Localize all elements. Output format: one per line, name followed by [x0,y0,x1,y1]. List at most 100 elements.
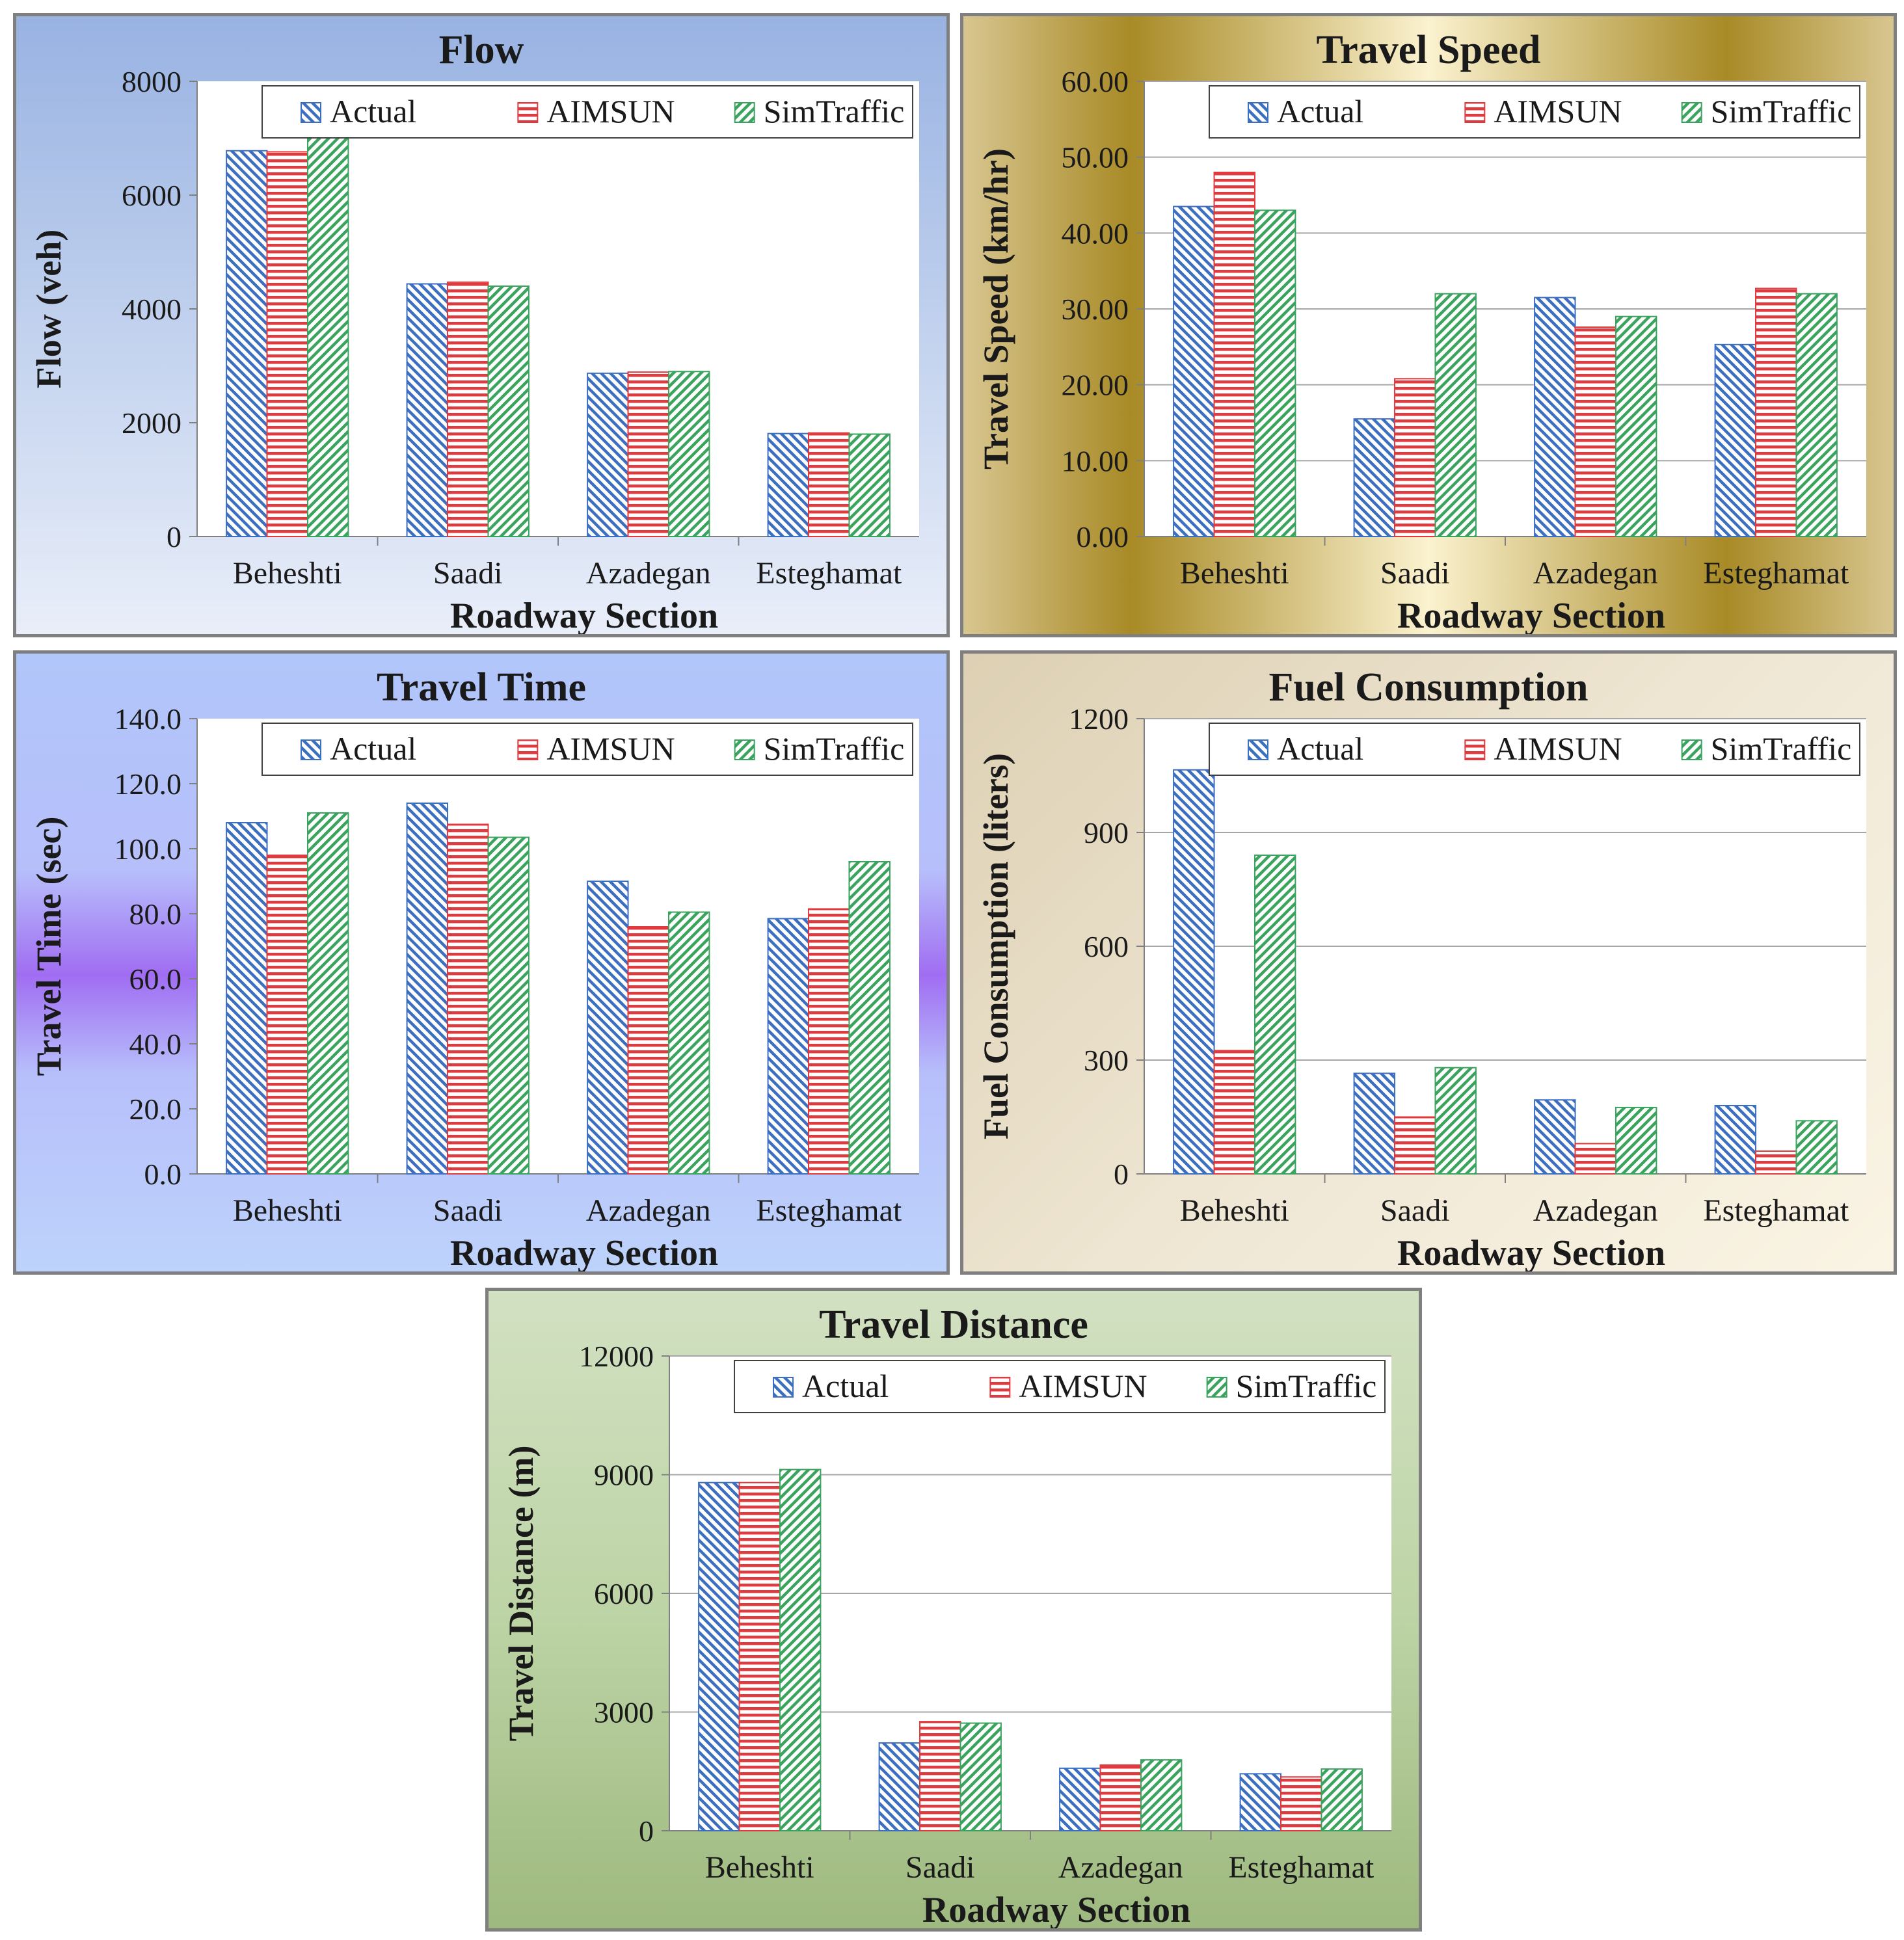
bar-simtraffic-esteghamat [1321,1768,1363,1831]
bar-actual-saadi [406,803,449,1175]
y-axis-label: Travel Speed (km/hr) [976,148,1015,470]
bar-actual-esteghamat [1239,1773,1282,1832]
bar-actual-saadi [1353,1072,1396,1175]
bar-actual-esteghamat [1714,343,1757,537]
x-tick-label: Esteghamat [756,556,902,591]
bar-simtraffic-saadi [487,836,530,1175]
bar-simtraffic-esteghamat [1795,293,1838,537]
y-tick-label: 900 [1084,816,1129,849]
y-tick-label: 140.0 [114,702,182,736]
bar-aimsun-esteghamat [808,432,850,537]
y-tick-label: 20.0 [129,1093,182,1126]
x-axis-label: Roadway Section [922,1890,1190,1928]
bar-actual-saadi [406,283,449,537]
bar-simtraffic-beheshti [306,130,349,537]
legend-label-aimsun: AIMSUN [1019,1368,1147,1404]
bar-aimsun-beheshti [1213,172,1255,537]
x-tick-label: Azadegan [1058,1850,1183,1885]
legend [734,1360,1386,1413]
dist-chart: Travel Distance 0 3000 6000 9000 12000 Behesht… [502,1303,1391,1928]
bar-aimsun-azadegan [627,371,669,537]
bar-simtraffic-beheshti [779,1468,822,1831]
time-chart: Travel Time 0.0 20.0 40.0 60.0 80.0 100.0 120.0… [29,665,919,1271]
x-tick-label: Azadegan [1533,1193,1658,1228]
fuel-consumption-chart-panel: Fuel Consumption 0 300 600 900 1200 Beheshti Sa… [960,650,1897,1275]
y-tick-label: 9000 [594,1459,654,1492]
y-tick-label: 0.00 [1077,520,1129,553]
bar-simtraffic-azadegan [1140,1759,1183,1832]
bar-actual-azadegan [587,372,629,537]
legend-swatch-aimsun [517,739,539,760]
y-tick-label: 100.0 [114,832,182,866]
y-tick-label: 3000 [594,1696,654,1729]
legend-label-aimsun: AIMSUN [546,730,675,767]
bar-aimsun-azadegan [1574,326,1616,537]
chart-title: Flow [439,28,524,72]
legend-swatch-aimsun [1464,739,1486,760]
y-tick-label: 60.00 [1062,65,1129,98]
legend-swatch-actual [1248,739,1268,760]
legend-swatch-actual [1248,102,1268,123]
bar-aimsun-saadi [447,823,489,1175]
legend-swatch-actual [773,1377,794,1398]
bar-aimsun-saadi [919,1721,961,1831]
x-tick-label: Azadegan [1533,556,1658,591]
bar-aimsun-azadegan [1574,1143,1616,1175]
legend-label-simtraffic: SimTraffic [764,730,905,767]
y-axis-label: Travel Distance (m) [502,1446,541,1742]
bar-simtraffic-azadegan [667,911,710,1175]
y-tick-label: 0 [639,1814,654,1848]
x-tick-label: Beheshti [233,1193,342,1228]
x-tick-label: Esteghamat [756,1193,902,1228]
legend-swatch-aimsun [517,102,539,123]
bar-aimsun-saadi [447,281,489,537]
y-tick-label: 2000 [122,406,181,440]
legend [261,85,913,139]
y-tick-label: 0 [167,520,181,553]
bar-actual-beheshti [1173,769,1215,1175]
legend-swatch-aimsun [1464,102,1486,123]
bar-aimsun-esteghamat [1280,1776,1322,1831]
bar-aimsun-saadi [1394,378,1436,537]
bar-simtraffic-saadi [959,1722,1002,1831]
legend-label-actual: Actual [802,1368,889,1404]
y-tick-label: 120.0 [114,767,182,801]
x-tick-label: Saadi [433,1193,503,1228]
legend-label-aimsun: AIMSUN [1494,93,1622,129]
bar-aimsun-beheshti [738,1482,781,1831]
y-tick-label: 0 [1114,1158,1129,1191]
bar-actual-esteghamat [767,918,810,1175]
bar-simtraffic-azadegan [1615,315,1657,537]
legend-label-simtraffic: SimTraffic [1711,730,1852,767]
y-tick-label: 8000 [122,65,181,98]
x-tick-label: Beheshti [233,556,342,591]
bar-aimsun-esteghamat [808,908,850,1175]
bar-simtraffic-saadi [1434,1067,1477,1175]
legend-label-actual: Actual [1277,730,1363,767]
y-tick-label: 10.00 [1062,444,1129,477]
flow-chart-panel: Flow 0 2000 4000 6000 8000 Beheshti Saadi Azadeg… [13,13,950,637]
legend-label-actual: Actual [330,730,416,767]
travel-distance-chart-panel: Travel Distance 0 3000 6000 9000 12000 Behesht… [485,1288,1422,1932]
bar-actual-esteghamat [767,432,810,537]
fuel-chart: Fuel Consumption 0 300 600 900 1200 Beheshti Sa… [976,665,1866,1271]
legend-label-actual: Actual [330,93,416,129]
bar-actual-saadi [1353,418,1396,538]
x-tick-label: Saadi [905,1850,975,1885]
legend-swatch-simtraffic [1681,739,1702,760]
bar-aimsun-esteghamat [1755,287,1797,537]
bar-actual-azadegan [1534,297,1576,537]
legend [261,723,913,776]
y-tick-label: 6000 [594,1577,654,1610]
chart-title: Travel Speed [1317,28,1541,72]
speed-chart: Travel Speed 0.00 10.00 20.00 30.00 40.00 50.0… [976,28,1866,634]
bar-actual-saadi [878,1742,921,1832]
x-tick-label: Beheshti [705,1850,814,1885]
legend-label-simtraffic: SimTraffic [1236,1368,1377,1404]
bar-actual-beheshti [698,1482,740,1831]
legend-swatch-simtraffic [1206,1377,1227,1398]
travel-time-chart-panel: Travel Time 0.0 20.0 40.0 60.0 80.0 100.0 120.0… [13,650,950,1275]
bar-aimsun-azadegan [627,926,669,1175]
y-tick-label: 12000 [579,1340,654,1373]
chart-title: Travel Time [377,665,586,710]
